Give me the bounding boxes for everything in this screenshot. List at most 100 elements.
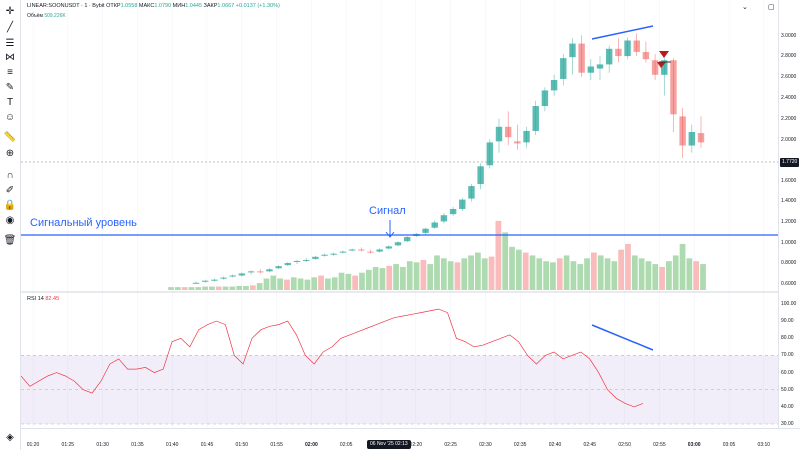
- emoji-icon[interactable]: ☺: [4, 111, 16, 123]
- volume-bar: [515, 249, 522, 290]
- candle-body: [468, 186, 475, 199]
- rsi-legend: RSI 14 82.45: [27, 296, 59, 302]
- candle: [220, 276, 227, 280]
- candle-body: [596, 64, 604, 69]
- text-icon[interactable]: T: [6, 96, 14, 108]
- candle-body: [440, 215, 448, 222]
- current-price-badge: 1.7720: [780, 158, 800, 167]
- candle-body: [697, 133, 705, 143]
- ohlc-item: МАКС1.0790: [137, 3, 172, 9]
- candle-body: [358, 249, 365, 251]
- volume-bars: [168, 220, 706, 290]
- layers-icon[interactable]: ◈: [6, 431, 14, 443]
- candle: [330, 252, 337, 256]
- candle: [422, 227, 429, 235]
- candle: [495, 118, 503, 153]
- candle-body: [422, 228, 429, 233]
- candle: [394, 241, 402, 247]
- candle-body: [293, 260, 301, 262]
- candle: [578, 35, 585, 77]
- volume-bar: [679, 243, 686, 290]
- candle: [532, 100, 539, 136]
- candle: [192, 281, 200, 284]
- eye-icon[interactable]: ◉: [5, 214, 15, 226]
- candle: [348, 248, 356, 252]
- candle: [312, 255, 319, 260]
- zoom-in-icon[interactable]: ⊕: [5, 147, 15, 159]
- symbol-title[interactable]: LINEAR:SOONUSDT · 1 · Bybit: [27, 3, 105, 9]
- chevron-down-icon[interactable]: ⌄: [742, 4, 748, 11]
- maximize-icon[interactable]: ▢: [768, 4, 775, 11]
- crosshair-icon[interactable]: ✛: [5, 5, 15, 17]
- volume-bar: [509, 246, 515, 290]
- volume-bar: [311, 277, 318, 290]
- pitchfork-icon[interactable]: ⋈: [5, 51, 15, 63]
- brush-icon[interactable]: ✎: [5, 81, 15, 93]
- symbol-legend: LINEAR:SOONUSDT · 1 · Bybit ОТКР1.0558 М…: [27, 3, 280, 9]
- volume-bar: [209, 286, 215, 290]
- time-tick-label: 03:00: [687, 442, 701, 448]
- drawing-toolbar: ✛ ╱ ☰ ⋈ ≡ ✎ T ☺ 📏 ⊕ ∩ ✐ 🔒 ◉ 🗑 ◈: [0, 0, 21, 450]
- candle: [633, 33, 640, 57]
- volume-bar: [550, 262, 556, 290]
- time-axis[interactable]: 01:20 01:25 01:30 01:35 01:40 01:45 01:50 01:55…: [21, 428, 800, 451]
- candle: [514, 124, 521, 150]
- volume-bar: [488, 256, 495, 290]
- candle: [266, 268, 273, 273]
- candle-body: [321, 254, 328, 256]
- rsi-tick-label: 50.00: [781, 386, 794, 393]
- volume-bar: [352, 275, 359, 290]
- time-tick-label: 01:35: [131, 442, 144, 448]
- volume-bar: [359, 272, 365, 290]
- candle-body: [541, 90, 549, 106]
- magnet-icon[interactable]: ∩: [6, 169, 14, 181]
- candle: [339, 250, 347, 254]
- price-tick-label: 2.0000: [781, 137, 797, 143]
- lock-icon[interactable]: 🔒: [3, 199, 17, 211]
- fib-icon[interactable]: ≡: [7, 66, 13, 78]
- time-tick-label: 02:30: [479, 442, 492, 448]
- time-tick-label: 02:25: [444, 442, 457, 448]
- candle-body: [587, 66, 595, 73]
- time-tick-label: 02:20: [409, 442, 423, 448]
- rsi-tick-label: 30.00: [781, 421, 794, 427]
- price-tick-label: 2.2000: [781, 116, 797, 122]
- candle: [431, 220, 438, 229]
- time-tick-label: 03:10: [757, 442, 771, 448]
- candle-body: [523, 130, 530, 143]
- candle-body: [486, 142, 494, 166]
- candle-body: [192, 282, 200, 284]
- lock-drawings-icon[interactable]: ✐: [5, 184, 15, 196]
- rsi-overbought-band: [21, 355, 778, 424]
- trendline-icon[interactable]: ╱: [6, 21, 14, 33]
- horizontal-lines-icon[interactable]: ☰: [5, 37, 15, 49]
- volume-bar: [434, 255, 440, 290]
- volume-bar: [236, 285, 243, 290]
- candle: [679, 108, 686, 158]
- candle: [688, 124, 696, 153]
- candle-body: [376, 249, 383, 252]
- volume-bar: [420, 260, 427, 290]
- price-tick-label: 2.6000: [781, 74, 797, 80]
- candle: [440, 213, 448, 224]
- candle-body: [651, 60, 659, 75]
- volume-bar: [290, 277, 297, 290]
- candle-body: [504, 126, 512, 138]
- ruler-icon[interactable]: 📏: [3, 131, 17, 143]
- trash-icon[interactable]: 🗑: [3, 234, 17, 246]
- price-chart[interactable]: [21, 0, 778, 428]
- volume-bar: [577, 264, 584, 290]
- volume-bar: [604, 258, 611, 290]
- candle-body: [670, 60, 677, 115]
- volume-bar: [406, 261, 413, 290]
- time-tick-label: 01:50: [235, 442, 249, 448]
- volume-bar: [413, 262, 420, 290]
- volume-bar: [625, 243, 631, 290]
- volume-bar: [672, 255, 679, 290]
- rsi-tick-label: 70.00: [781, 352, 794, 359]
- time-tick-label: 02:00: [304, 442, 318, 448]
- rsi-tick-label: 100.00: [781, 301, 797, 307]
- price-axis[interactable]: 3.0000 2.8000 2.6000 2.4000 2.2000 2.0000 1.60…: [778, 0, 800, 428]
- volume-bar: [522, 252, 529, 290]
- candle-body: [394, 242, 402, 246]
